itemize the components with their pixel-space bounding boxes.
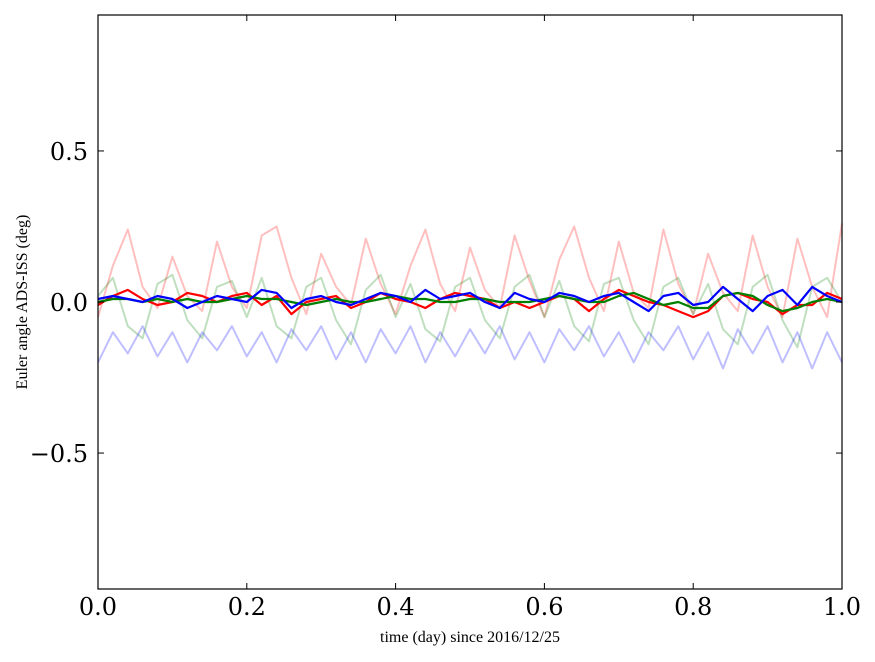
series-line-5	[97, 291, 843, 313]
y-axis-label: Euler angle ADS-ISS (deg)	[14, 215, 31, 390]
y-tick-label: −0.5	[30, 440, 88, 468]
series-layer	[97, 223, 843, 370]
y-tick-label: 0.5	[50, 138, 88, 166]
series-line-2	[97, 273, 843, 349]
series-line-3	[97, 325, 843, 370]
x-tick-label: 0.6	[525, 593, 563, 621]
x-tick-label: 0.4	[377, 593, 415, 621]
x-tick-label: 1.0	[823, 593, 861, 621]
x-tick-label: 0.8	[674, 593, 712, 621]
series-line-6	[97, 285, 843, 313]
x-tick-label: 0.2	[228, 593, 266, 621]
x-tick-label: 0.0	[79, 593, 117, 621]
x-axis-label: time (day) since 2016/12/25	[380, 629, 560, 646]
tick-layer: 0.0 0.2 0.4 0.6 0.8 1.0 −0.5 0.0 0.5	[30, 15, 861, 621]
y-tick-label: 0.0	[50, 289, 88, 317]
series-line-1	[97, 223, 843, 319]
